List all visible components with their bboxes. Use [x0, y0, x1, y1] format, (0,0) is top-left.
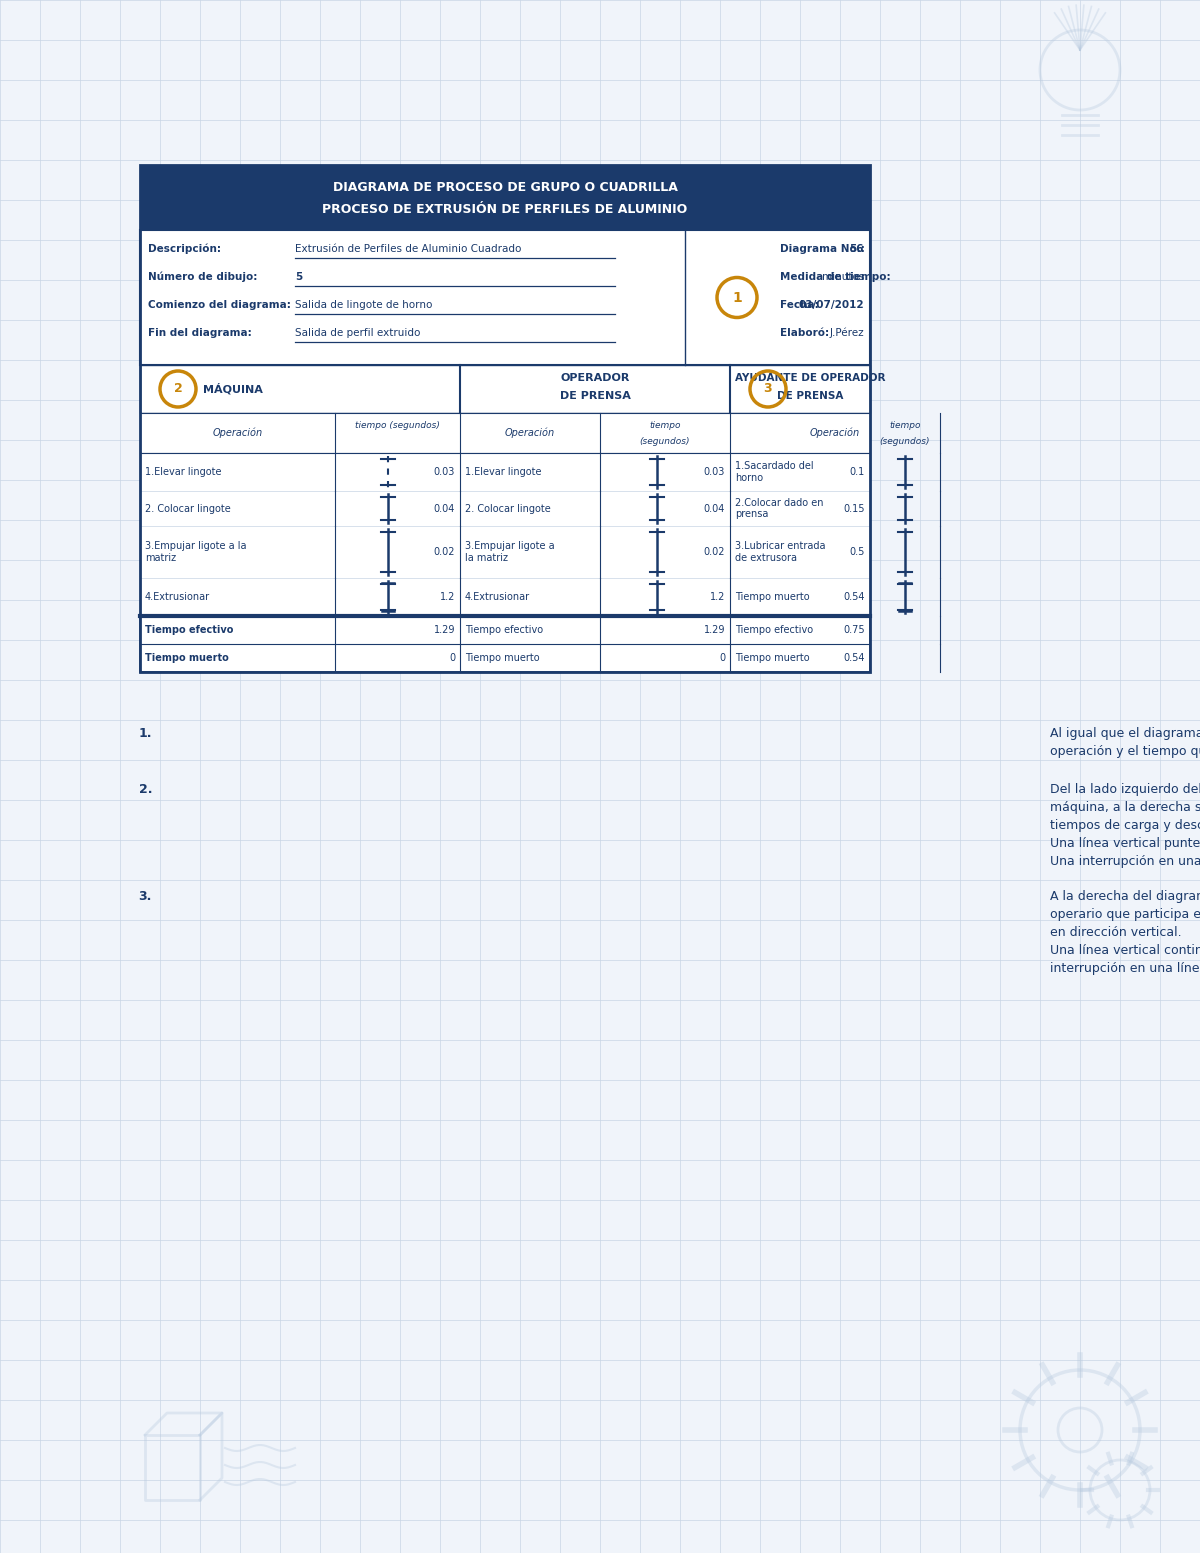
Text: Tiempo muerto: Tiempo muerto	[734, 652, 810, 663]
Text: DIAGRAMA DE PROCESO DE GRUPO O CUADRILLA: DIAGRAMA DE PROCESO DE GRUPO O CUADRILLA	[332, 182, 678, 194]
Text: Comienzo del diagrama:: Comienzo del diagrama:	[148, 300, 290, 311]
Text: 1: 1	[732, 290, 742, 304]
Text: 4.Extrusionar: 4.Extrusionar	[466, 592, 530, 603]
Text: (segundos): (segundos)	[640, 436, 690, 446]
Text: DE PRENSA: DE PRENSA	[559, 391, 630, 401]
Text: (segundos): (segundos)	[880, 436, 930, 446]
Text: AYUDANTE DE OPERADOR: AYUDANTE DE OPERADOR	[734, 373, 886, 384]
Text: Salida de perfil extruido: Salida de perfil extruido	[295, 328, 420, 339]
Bar	[140, 230, 870, 365]
Text: tiempo: tiempo	[889, 421, 920, 430]
Text: 1.: 1.	[138, 727, 152, 739]
Text: J.Pérez: J.Pérez	[829, 328, 864, 339]
Text: 0: 0	[719, 652, 725, 663]
Text: 0.03: 0.03	[433, 467, 455, 477]
Text: Fin del diagrama:: Fin del diagrama:	[148, 328, 252, 339]
Text: Tiempo efectivo: Tiempo efectivo	[466, 624, 544, 635]
Text: 0.02: 0.02	[433, 547, 455, 558]
Text: Tiempo muerto: Tiempo muerto	[145, 652, 229, 663]
Bar	[140, 165, 870, 672]
Text: 0.02: 0.02	[703, 547, 725, 558]
Text: 3.: 3.	[139, 890, 152, 902]
Text: 1.29: 1.29	[703, 624, 725, 635]
Text: Diagrama No.:: Diagrama No.:	[780, 244, 865, 255]
Text: 0.04: 0.04	[433, 503, 455, 514]
Text: Operación: Operación	[505, 427, 556, 438]
Bar	[140, 413, 870, 453]
Text: 0.54: 0.54	[844, 652, 865, 663]
Text: minutos: minutos	[822, 272, 864, 283]
Text: 2.: 2.	[138, 783, 152, 797]
Text: Tiempo muerto: Tiempo muerto	[466, 652, 540, 663]
Text: 0.54: 0.54	[844, 592, 865, 603]
Text: 5: 5	[295, 272, 302, 283]
Bar	[140, 617, 870, 672]
Text: 3.Lubricar entrada
de extrusora: 3.Lubricar entrada de extrusora	[734, 540, 826, 562]
Text: 0.75: 0.75	[844, 624, 865, 635]
Text: 56: 56	[850, 244, 864, 255]
Text: Número de dibujo:: Número de dibujo:	[148, 272, 257, 283]
Text: Medida de tiempo:: Medida de tiempo:	[780, 272, 890, 283]
Text: 03/07/2012: 03/07/2012	[798, 300, 864, 311]
Text: Operación: Operación	[212, 427, 263, 438]
Text: DE PRENSA: DE PRENSA	[776, 391, 844, 401]
Text: 0: 0	[449, 652, 455, 663]
Text: OPERADOR: OPERADOR	[560, 373, 630, 384]
Text: 4.Extrusionar: 4.Extrusionar	[145, 592, 210, 603]
Text: Tiempo muerto: Tiempo muerto	[734, 592, 810, 603]
Text: 1.Elevar lingote: 1.Elevar lingote	[466, 467, 541, 477]
Text: 1.2: 1.2	[709, 592, 725, 603]
Text: Del la lado izquierdo del diagrama se indican las operaciones que se efectuarán : Del la lado izquierdo del diagrama se in…	[1050, 783, 1200, 868]
Text: 0.5: 0.5	[850, 547, 865, 558]
Text: 0.04: 0.04	[703, 503, 725, 514]
Text: Al igual que el diagrama de hombre-máquina se debe de agregar la descripción de : Al igual que el diagrama de hombre-máqui…	[1050, 727, 1200, 758]
Text: 1.Elevar lingote: 1.Elevar lingote	[145, 467, 222, 477]
Text: tiempo: tiempo	[649, 421, 680, 430]
Text: 2: 2	[174, 382, 182, 396]
Bar	[140, 165, 870, 230]
Text: Fecha:: Fecha:	[780, 300, 818, 311]
Text: 0.1: 0.1	[850, 467, 865, 477]
Text: 2.Colocar dado en
prensa: 2.Colocar dado en prensa	[734, 497, 823, 519]
Text: 3.Empujar ligote a
la matriz: 3.Empujar ligote a la matriz	[466, 540, 554, 562]
Text: 2. Colocar lingote: 2. Colocar lingote	[466, 503, 551, 514]
Text: MÁQUINA: MÁQUINA	[203, 384, 263, 394]
Text: 1.29: 1.29	[433, 624, 455, 635]
Text: Descripción:: Descripción:	[148, 244, 221, 255]
Text: Extrusión de Perfiles de Aluminio Cuadrado: Extrusión de Perfiles de Aluminio Cuadra…	[295, 244, 521, 255]
Text: PROCESO DE EXTRUSIÓN DE PERFILES DE ALUMINIO: PROCESO DE EXTRUSIÓN DE PERFILES DE ALUM…	[323, 203, 688, 216]
Text: A la derecha del diagrama, se indicará el tiempo muerto y el tiempo de operación: A la derecha del diagrama, se indicará e…	[1050, 890, 1200, 975]
Text: 3: 3	[763, 382, 773, 396]
Text: Tiempo efectivo: Tiempo efectivo	[734, 624, 814, 635]
Text: 0.15: 0.15	[844, 503, 865, 514]
Bar	[140, 365, 870, 413]
Text: 0.03: 0.03	[703, 467, 725, 477]
Text: 1.Sacardado del
horno: 1.Sacardado del horno	[734, 461, 814, 483]
Text: Tiempo efectivo: Tiempo efectivo	[145, 624, 233, 635]
Bar	[140, 453, 870, 617]
Text: 1.2: 1.2	[439, 592, 455, 603]
Text: Operación: Operación	[810, 427, 860, 438]
Text: Salida de lingote de horno: Salida de lingote de horno	[295, 300, 432, 311]
Text: Elaboró:: Elaboró:	[780, 328, 829, 339]
Text: tiempo (segundos): tiempo (segundos)	[355, 421, 440, 430]
Text: 3.Empujar ligote a la
matriz: 3.Empujar ligote a la matriz	[145, 540, 246, 562]
Text: 2. Colocar lingote: 2. Colocar lingote	[145, 503, 230, 514]
